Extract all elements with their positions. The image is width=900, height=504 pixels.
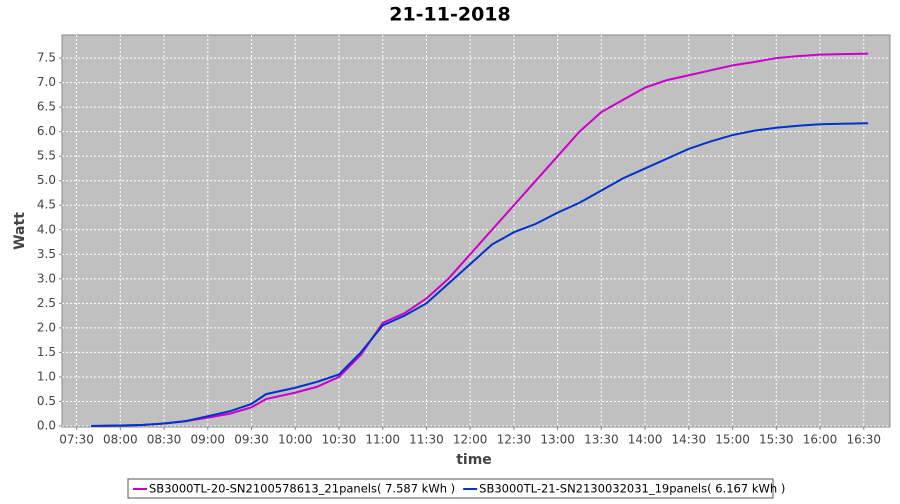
x-tick-label: 14:30 xyxy=(672,433,707,447)
x-tick-label: 15:30 xyxy=(759,433,794,447)
x-tick-label: 13:30 xyxy=(584,433,619,447)
x-tick-label: 10:30 xyxy=(322,433,357,447)
series-line xyxy=(91,52,869,427)
legend-label: SB3000TL-20-SN2100578613_21panels( 7.587… xyxy=(149,482,455,496)
x-axis-label: time xyxy=(456,452,492,468)
x-tick-label: 10:00 xyxy=(278,433,313,447)
y-tick-label: 3.0 xyxy=(37,271,56,285)
y-tick-label: 4.5 xyxy=(37,198,56,212)
x-tick-label: 07:30 xyxy=(59,433,94,447)
x-tick-label: 09:00 xyxy=(190,433,225,447)
plot-area xyxy=(61,34,891,428)
y-tick-label: 4.0 xyxy=(37,222,56,236)
x-tick-label: 16:00 xyxy=(803,433,838,447)
chart-title: 21-11-2018 xyxy=(389,4,511,26)
y-tick-label: 3.5 xyxy=(37,247,56,261)
x-tick-label: 13:00 xyxy=(540,433,575,447)
y-tick-label: 5.5 xyxy=(37,149,56,163)
x-tick-label: 12:30 xyxy=(497,433,532,447)
y-axis-label: Watt xyxy=(12,212,28,250)
legend-label: SB3000TL-21-SN2130032031_19panels( 6.167… xyxy=(479,482,785,496)
x-tick-label: 12:00 xyxy=(453,433,488,447)
y-tick-label: 7.0 xyxy=(37,75,56,89)
y-tick-label: 2.0 xyxy=(37,320,56,334)
y-tick-label: 7.5 xyxy=(37,51,56,65)
x-tick-label: 11:30 xyxy=(409,433,444,447)
x-tick-label: 08:00 xyxy=(103,433,138,447)
y-tick-label: 6.5 xyxy=(37,100,56,114)
legend xyxy=(127,478,774,499)
y-tick-label: 6.0 xyxy=(37,124,56,138)
x-tick-label: 15:00 xyxy=(715,433,750,447)
x-tick-label: 14:00 xyxy=(628,433,663,447)
series-line xyxy=(91,122,869,427)
y-tick-label: 1.0 xyxy=(37,369,56,383)
x-tick-label: 09:30 xyxy=(234,433,269,447)
y-tick-label: 0.0 xyxy=(37,419,56,433)
y-tick-label: 2.5 xyxy=(37,296,56,310)
x-tick-label: 08:30 xyxy=(147,433,182,447)
x-tick-label: 11:00 xyxy=(365,433,400,447)
y-tick-label: 5.0 xyxy=(37,173,56,187)
y-tick-label: 0.5 xyxy=(37,394,56,408)
x-tick-label: 16:30 xyxy=(846,433,881,447)
y-tick-label: 1.5 xyxy=(37,345,56,359)
